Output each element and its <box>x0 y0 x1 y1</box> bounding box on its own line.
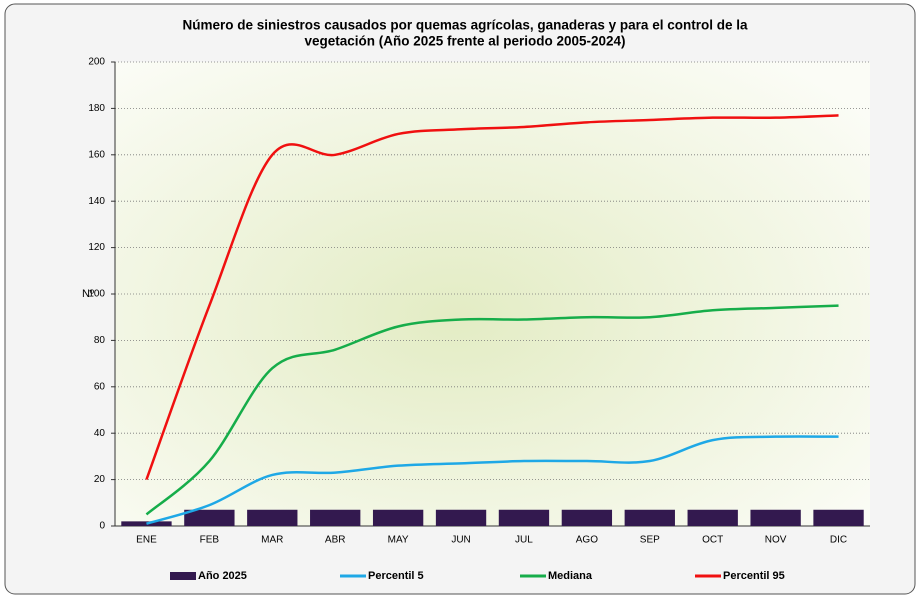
line <box>146 435 839 525</box>
y-tick-label: 0 <box>99 521 105 532</box>
x-tick-label: NOV <box>765 535 787 546</box>
plot-area <box>115 62 870 526</box>
legend-label: Mediana <box>548 570 593 582</box>
x-tick-label: AGO <box>576 535 598 546</box>
y-tick-label: 120 <box>88 242 105 253</box>
bar <box>498 509 550 526</box>
bar <box>372 509 424 526</box>
y-tick-label: 160 <box>88 149 105 160</box>
x-tick-label: MAY <box>388 535 409 546</box>
chart-title: Número de siniestros causados por quemas… <box>183 18 748 33</box>
y-tick-label: 20 <box>94 474 106 485</box>
y-axis-label: Nº <box>82 288 94 300</box>
y-tick-label: 80 <box>94 335 106 346</box>
x-tick-label: ABR <box>325 535 346 546</box>
y-tick-label: 100 <box>88 289 105 300</box>
x-tick-label: MAR <box>261 535 283 546</box>
y-tick-label: 140 <box>88 196 105 207</box>
x-tick-label: FEB <box>200 535 220 546</box>
bar <box>750 509 801 526</box>
x-tick-label: SEP <box>640 535 660 546</box>
bar <box>310 509 361 526</box>
bar <box>813 509 864 526</box>
y-tick-label: 180 <box>88 103 105 114</box>
bar <box>247 509 298 526</box>
x-tick-label: JUL <box>515 535 533 546</box>
x-tick-label: JUN <box>451 535 470 546</box>
bar <box>435 509 487 526</box>
x-tick-label: ENE <box>136 535 157 546</box>
legend-label: Año 2025 <box>198 570 247 582</box>
y-tick-label: 60 <box>94 381 106 392</box>
chart-title: vegetación (Año 2025 frente al periodo 2… <box>304 34 625 49</box>
line <box>145 304 839 516</box>
legend-marker <box>170 572 196 580</box>
legend-label: Percentil 95 <box>723 570 785 582</box>
x-tick-label: DIC <box>830 535 847 546</box>
legend-label: Percentil 5 <box>368 570 424 582</box>
y-tick-label: 200 <box>88 57 105 68</box>
bar <box>687 509 738 526</box>
bar <box>184 509 235 526</box>
x-tick-label: OCT <box>702 535 723 546</box>
bar <box>561 509 613 526</box>
line <box>145 114 839 481</box>
bar <box>624 509 675 526</box>
y-tick-label: 40 <box>94 428 106 439</box>
